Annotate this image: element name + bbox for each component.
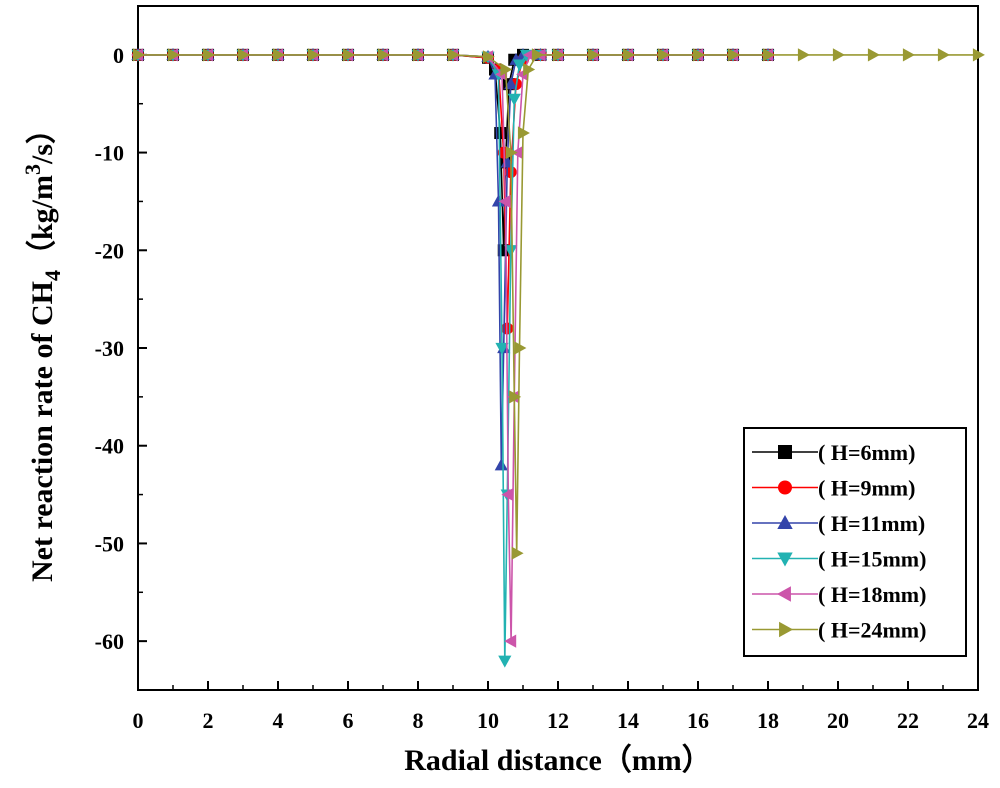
x-tick-label: 0 [133, 708, 144, 733]
data-point [514, 341, 527, 355]
y-tick-label: -30 [95, 336, 124, 361]
x-tick-label: 20 [827, 708, 849, 733]
legend-marker [777, 514, 793, 529]
legend-marker [777, 552, 793, 567]
data-point [517, 126, 530, 140]
x-axis-title: Radial distance（mm） [404, 743, 712, 777]
data-point [272, 48, 285, 62]
x-tick-label: 18 [757, 708, 779, 733]
data-point [972, 48, 985, 62]
data-point [832, 48, 845, 62]
x-axis-ticks: 0 2 4 6 8 10 12 14 16 18 20 22 24 [133, 681, 989, 733]
data-point [494, 127, 507, 140]
data-point [494, 458, 508, 471]
data-point [412, 48, 425, 62]
data-point [497, 244, 510, 257]
data-point [498, 655, 512, 668]
legend-label: ( H=6mm) [818, 440, 915, 465]
y-axis-title-subscript: 4 [40, 270, 65, 281]
data-point [498, 194, 511, 209]
data-point [509, 390, 522, 404]
data-point [307, 48, 320, 62]
data-point [531, 48, 544, 62]
data-point [377, 48, 390, 62]
data-point [552, 48, 565, 62]
y-tick-label: -50 [95, 531, 124, 556]
data-point [692, 48, 705, 62]
data-point [523, 62, 536, 77]
data-point [507, 93, 521, 106]
y-tick-label: 0 [113, 43, 124, 68]
y-tick-label: -20 [95, 238, 124, 263]
x-tick-label: 12 [547, 708, 569, 733]
data-point [501, 487, 514, 502]
x-tick-label: 22 [897, 708, 919, 733]
data-point [587, 48, 600, 62]
y-axis-title-unit-start: （kg/m [25, 175, 59, 270]
data-point [342, 48, 355, 62]
data-point [132, 48, 145, 62]
x-tick-label: 2 [203, 708, 214, 733]
data-point [500, 62, 513, 77]
series-layer [131, 47, 985, 668]
y-axis-title-unit-end: /s） [25, 114, 59, 165]
x-tick-label: 24 [967, 708, 989, 733]
data-point [657, 48, 670, 62]
legend-label: ( H=9mm) [818, 476, 915, 501]
data-point [495, 342, 509, 355]
x-tick-label: 16 [687, 708, 709, 733]
data-point [491, 194, 506, 207]
series-6 [132, 48, 985, 560]
legend-label: ( H=11mm) [818, 511, 925, 536]
legend-marker [776, 586, 791, 602]
x-tick-label: 8 [413, 708, 424, 733]
data-point [797, 48, 810, 62]
y-tick-label: -60 [95, 629, 124, 654]
legend: ( H=6mm) ( H=9mm) ( H=11mm) ( H=15mm) ( H=18… [743, 427, 967, 657]
data-point [482, 50, 495, 64]
legend-marker [778, 445, 792, 459]
y-tick-label: -10 [95, 141, 124, 166]
data-point [762, 48, 775, 62]
x-tick-label: 10 [477, 708, 499, 733]
data-point [504, 634, 517, 648]
data-point [202, 48, 215, 62]
data-point [504, 77, 518, 90]
data-point [902, 48, 915, 62]
y-axis-title-superscript: 3 [20, 164, 45, 175]
x-tick-label: 6 [343, 708, 354, 733]
y-axis-ticks: 0 -10 -20 -30 -40 -50 -60 [95, 5, 147, 654]
y-axis-title-main: Net reaction rate of CH [26, 281, 59, 582]
data-point [937, 48, 950, 62]
data-point [237, 48, 250, 62]
data-point [167, 48, 180, 62]
data-point [504, 245, 518, 258]
data-point [622, 48, 635, 62]
legend-label: ( H=18mm) [818, 582, 926, 607]
legend-label: ( H=15mm) [818, 547, 926, 572]
legend-label: ( H=24mm) [818, 618, 926, 643]
legend-marker [778, 480, 792, 495]
data-point [512, 59, 527, 72]
legend-box [743, 427, 967, 657]
data-point [447, 48, 460, 62]
x-tick-label: 4 [273, 708, 284, 733]
y-tick-label: -40 [95, 434, 124, 459]
legend-marker [779, 621, 794, 638]
data-point [505, 145, 518, 160]
y-axis-title: Net reaction rate of CH4（kg/m3/s） [20, 114, 65, 582]
data-point [727, 48, 740, 62]
x-tick-label: 14 [617, 708, 639, 733]
data-point [511, 546, 524, 560]
data-point [867, 48, 880, 62]
